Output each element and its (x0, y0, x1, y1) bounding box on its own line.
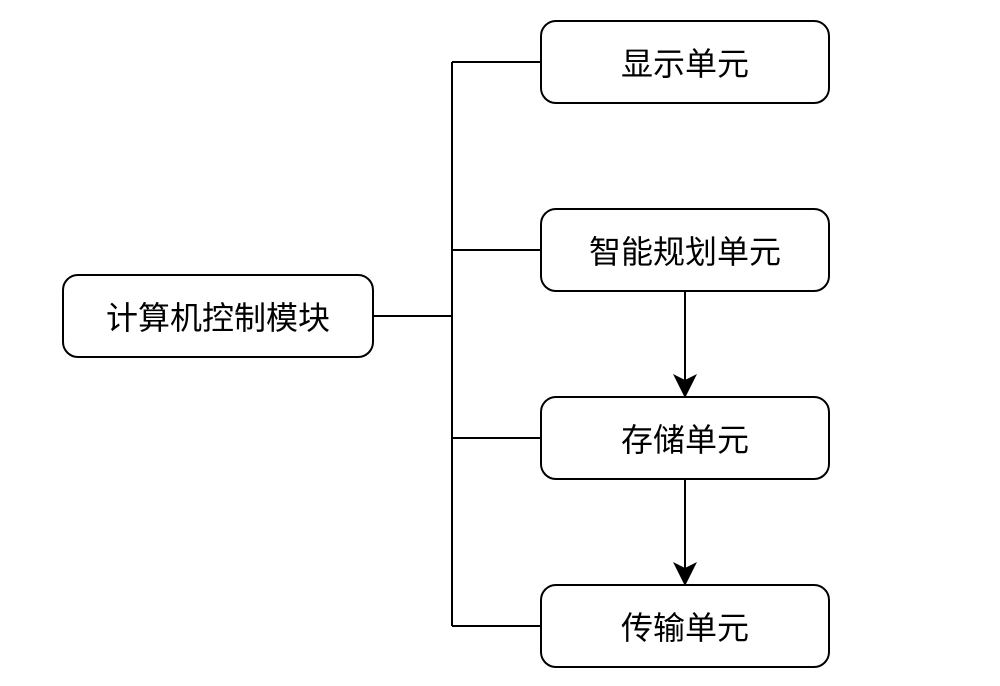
node-planning-unit: 智能规划单元 (540, 208, 830, 292)
node-transmission-unit-label: 传输单元 (621, 603, 749, 649)
node-storage-unit: 存储单元 (540, 396, 830, 480)
node-display-unit: 显示单元 (540, 20, 830, 104)
node-root-label: 计算机控制模块 (106, 293, 330, 339)
node-planning-unit-label: 智能规划单元 (589, 227, 781, 273)
node-transmission-unit: 传输单元 (540, 584, 830, 668)
node-root: 计算机控制模块 (62, 274, 374, 358)
node-display-unit-label: 显示单元 (621, 39, 749, 85)
node-storage-unit-label: 存储单元 (621, 415, 749, 461)
